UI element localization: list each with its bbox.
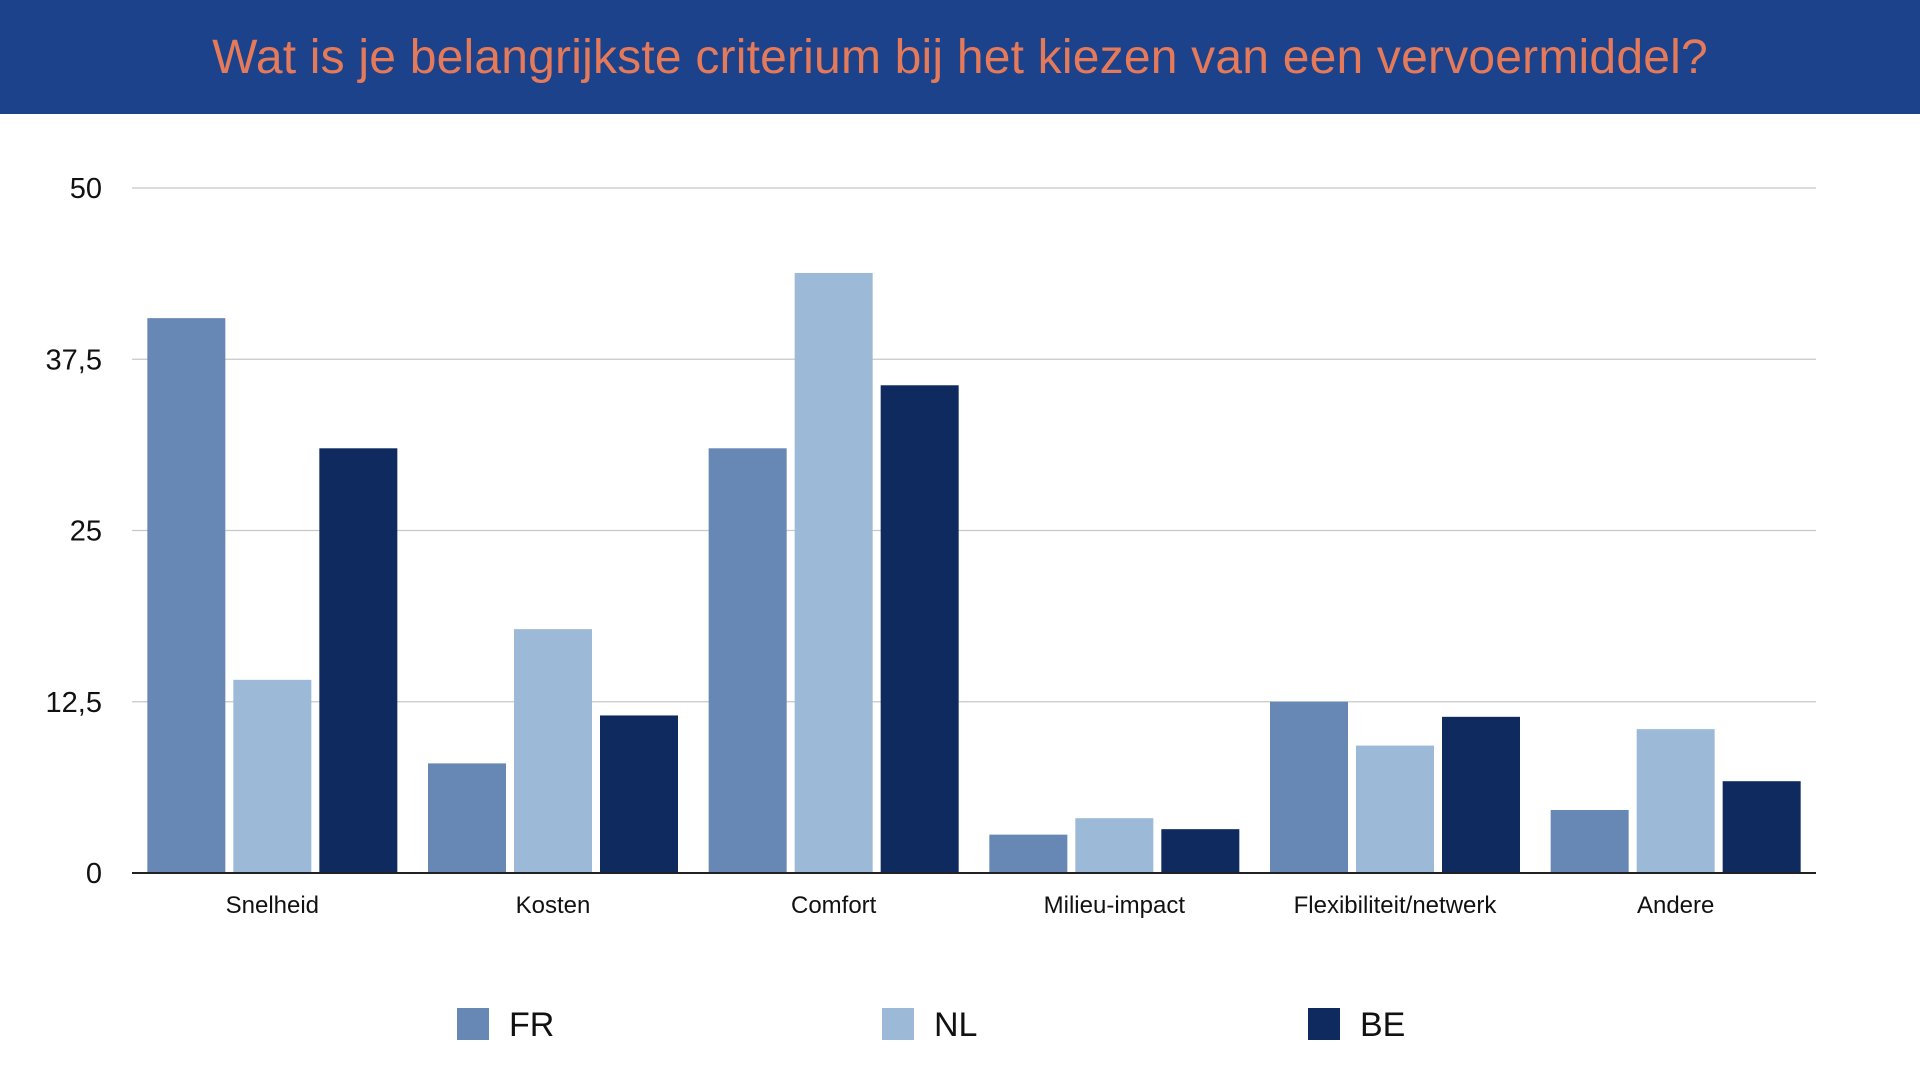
- bar-nl-snelheid: [233, 679, 312, 873]
- bar-fr-andere: [1550, 809, 1629, 873]
- bars-layer: [147, 272, 1801, 873]
- grid-layer: [132, 187, 1816, 703]
- bar-nl-flexibiliteit-netwerk: [1356, 745, 1434, 873]
- legend-swatch-be: [1308, 1008, 1340, 1040]
- x-category-label: Kosten: [516, 892, 591, 919]
- title-bar: Wat is je belangrijkste criterium bij he…: [0, 0, 1920, 114]
- bar-fr-flexibiliteit-netwerk: [1270, 701, 1348, 873]
- bar-fr-snelheid: [147, 318, 226, 873]
- bar-be-milieu-impact: [1161, 829, 1240, 873]
- x-category-label: Comfort: [791, 892, 877, 919]
- x-category-label: Snelheid: [226, 892, 319, 919]
- bar-be-andere: [1722, 781, 1801, 873]
- bar-be-comfort: [880, 385, 959, 873]
- y-tick-label: 0: [86, 858, 102, 890]
- y-tick-label: 25: [70, 516, 102, 548]
- bar-fr-comfort: [708, 448, 787, 873]
- x-category-label: Flexibiliteit/netwerk: [1294, 892, 1498, 919]
- axis-layer: 0 12,5 25 37,5 50 Snelheid Kosten Comfort Milieu…: [46, 173, 1816, 919]
- bar-be-kosten: [600, 715, 678, 873]
- bar-nl-andere: [1636, 729, 1715, 873]
- bar-be-flexibiliteit-netwerk: [1442, 716, 1520, 873]
- legend-swatch-fr: [457, 1008, 489, 1040]
- x-category-label: Andere: [1637, 892, 1714, 919]
- bar-nl-kosten: [514, 629, 592, 873]
- legend-label-be: BE: [1360, 1006, 1405, 1044]
- bar-be-snelheid: [319, 448, 398, 873]
- legend: FR NL BE: [457, 1006, 1405, 1044]
- legend-label-nl: NL: [934, 1006, 977, 1044]
- chart-title: Wat is je belangrijkste criterium bij he…: [212, 30, 1708, 84]
- legend-label-fr: FR: [509, 1006, 554, 1044]
- x-category-label: Milieu-impact: [1044, 892, 1186, 919]
- legend-swatch-nl: [882, 1008, 914, 1040]
- bar-nl-milieu-impact: [1075, 818, 1154, 873]
- bar-fr-kosten: [428, 763, 506, 873]
- bar-nl-comfort: [794, 272, 873, 873]
- bar-fr-milieu-impact: [989, 834, 1068, 873]
- y-tick-label: 37,5: [46, 344, 102, 376]
- y-tick-label: 12,5: [46, 687, 102, 719]
- y-tick-label: 50: [70, 173, 102, 205]
